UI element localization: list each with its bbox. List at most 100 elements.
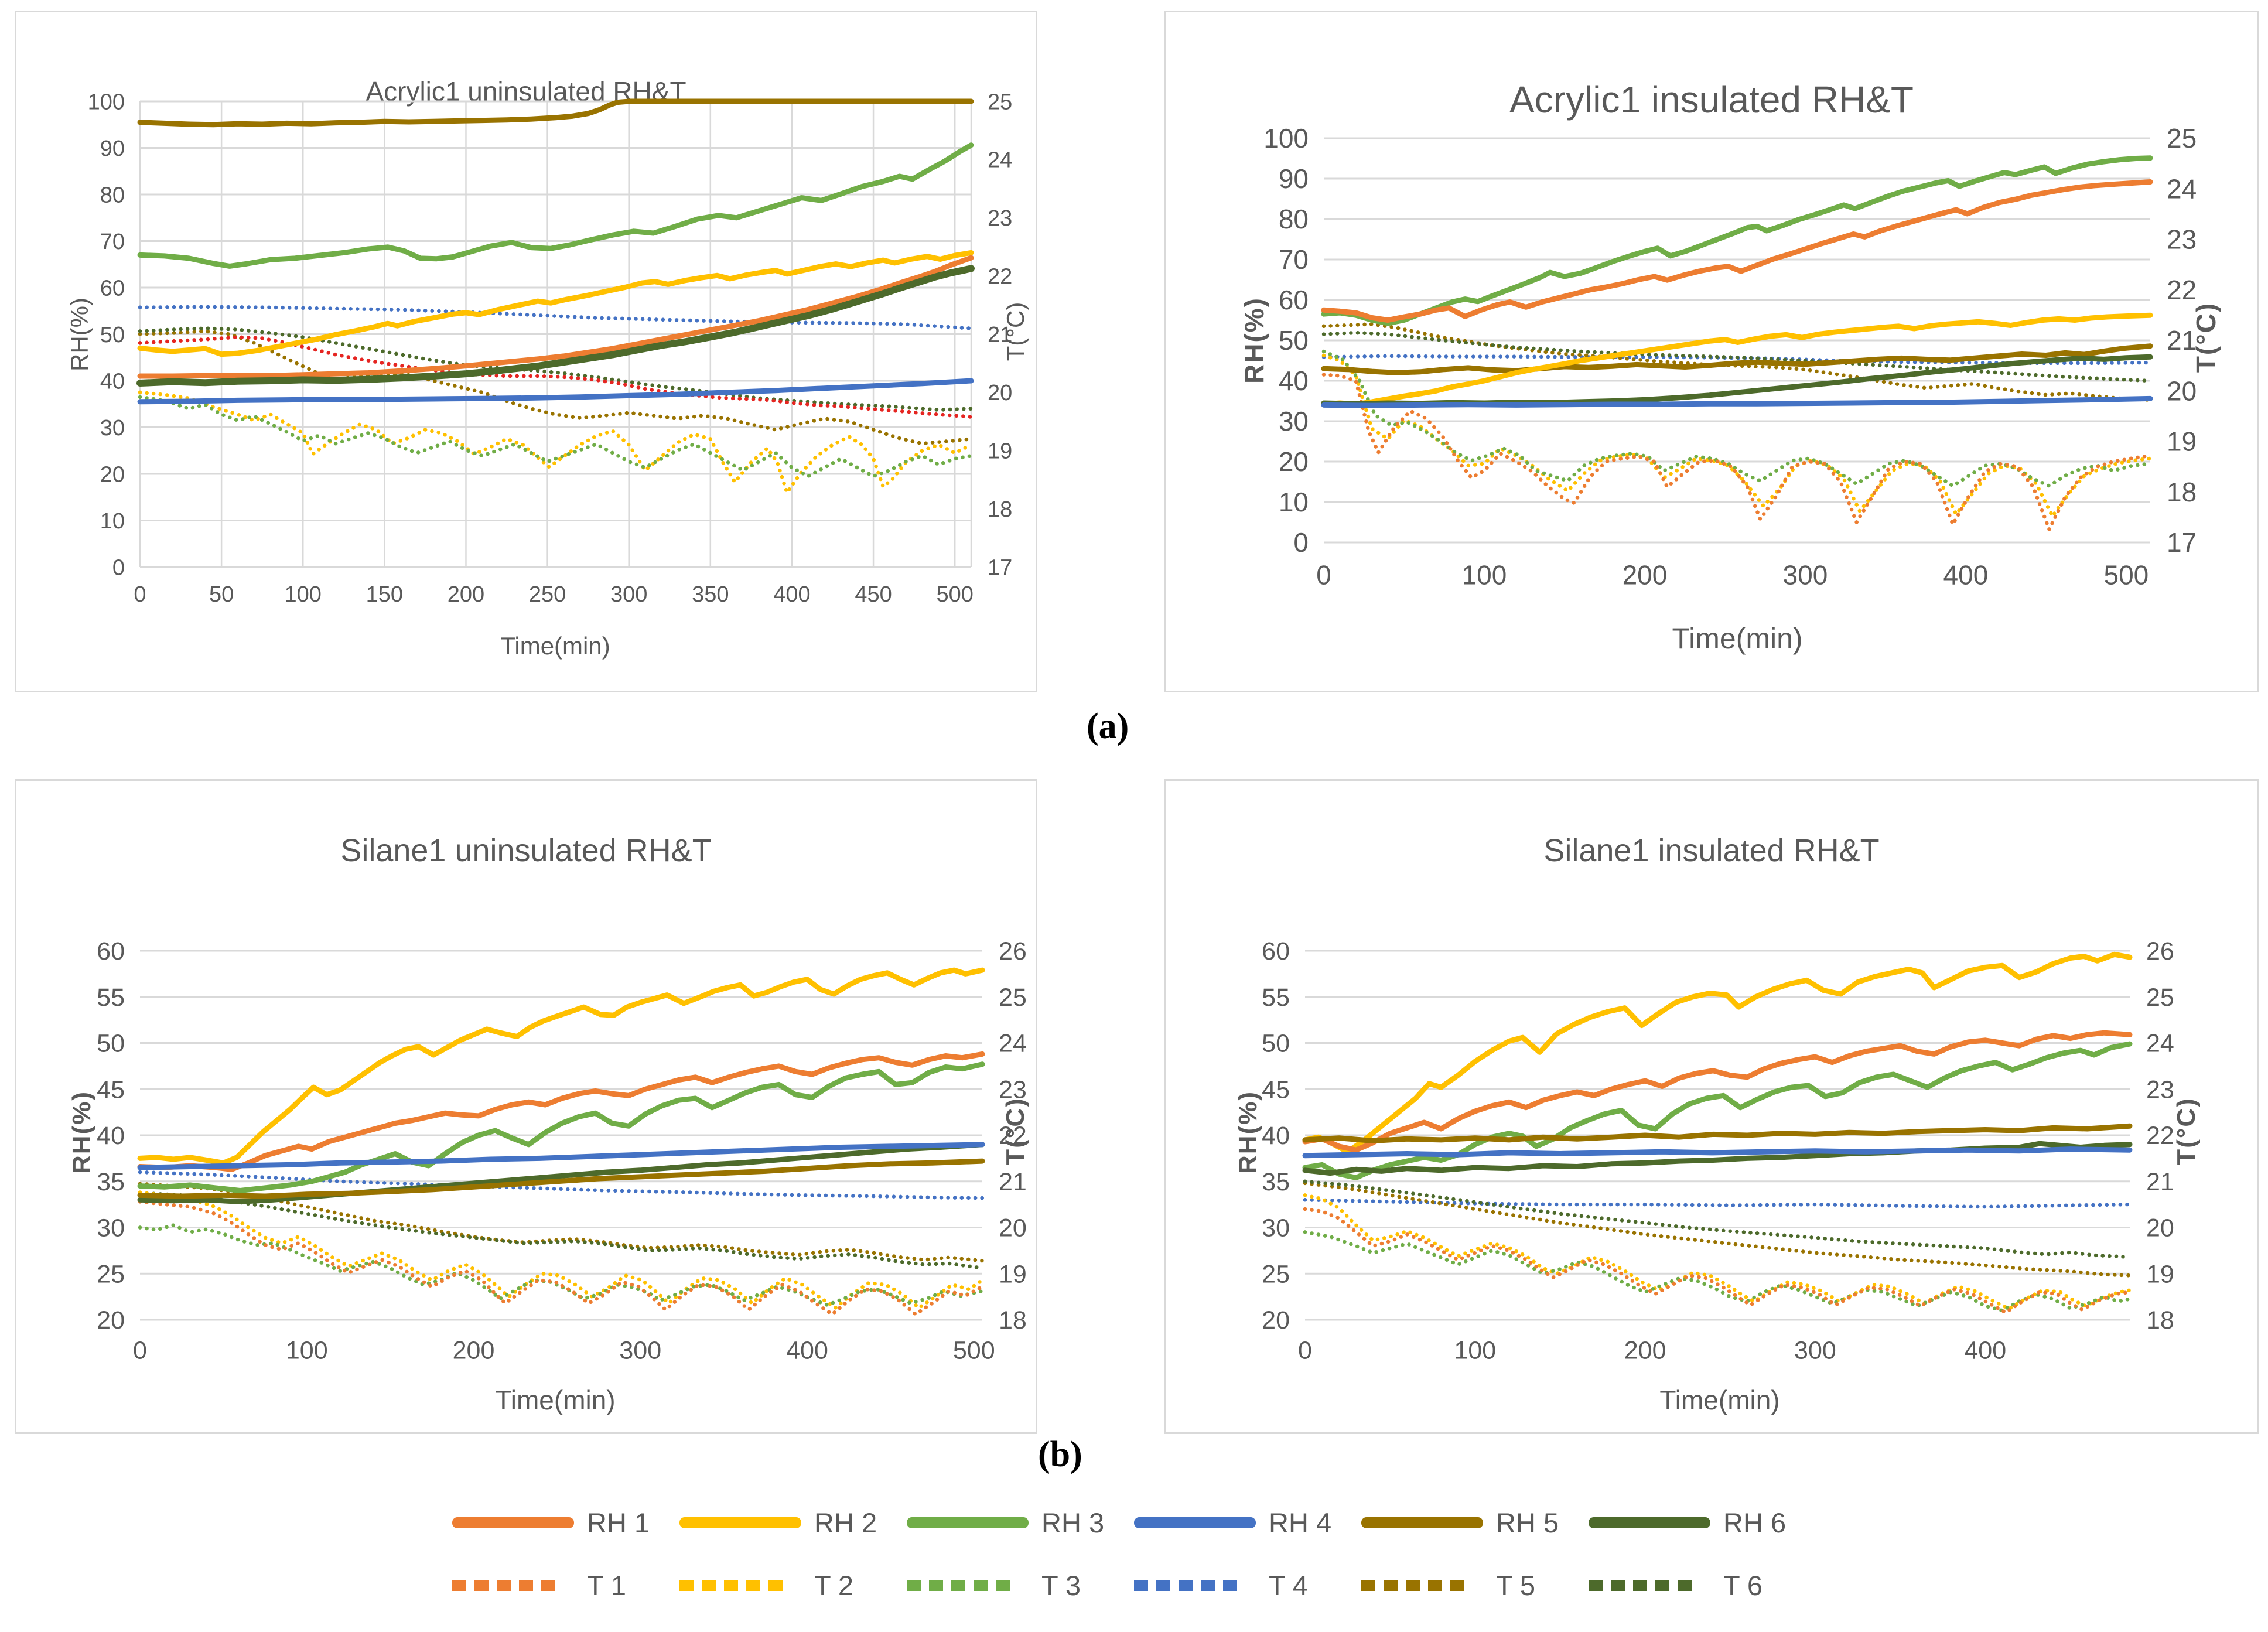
- x-axis-tick: 100: [285, 582, 322, 607]
- y-axis-tick-left: 55: [97, 984, 125, 1012]
- x-axis-tick: 100: [1462, 559, 1507, 590]
- legend-label: T 4: [1269, 1570, 1309, 1601]
- x-axis-tick: 400: [1943, 559, 1989, 590]
- series-t-2: [1321, 353, 2153, 518]
- series-rh-6: [1302, 1141, 2133, 1176]
- y-axis-tick-right: 25: [2167, 123, 2197, 153]
- x-axis-tick: 0: [1316, 559, 1331, 590]
- y-axis-tick-left: 50: [1279, 325, 1309, 356]
- y-axis-tick-left: 60: [97, 937, 125, 965]
- series-rh-4: [1321, 395, 2153, 408]
- y-axis-tick-left: 60: [1262, 937, 1290, 965]
- legend-row-rh: RH 1 RH 2 RH 3 RH 4 RH 5 RH 6: [452, 1507, 1816, 1539]
- y-axis-tick-left: 40: [1262, 1122, 1290, 1150]
- legend-label: T 5: [1496, 1570, 1536, 1601]
- x-axis-tick: 500: [936, 582, 973, 607]
- legend-item-t-4: T 4: [1134, 1569, 1361, 1602]
- series-rh-2: [137, 250, 974, 357]
- y-axis-tick-right: 18: [2146, 1306, 2174, 1334]
- y-axis-tick-right: 19: [988, 439, 1012, 464]
- y-axis-tick-left: 50: [1262, 1030, 1290, 1058]
- legend-swatch-solid-line: [1361, 1517, 1483, 1528]
- series-t-2: [1303, 1193, 2132, 1311]
- chart-canvas-acrylic1-uninsulated: 0 10 20 30 40 50 60 70 80 90 100 17 18 19 20 21 22 23 24 25…: [88, 90, 1013, 607]
- x-axis-tick: 300: [619, 1337, 661, 1365]
- y-axis-tick-left: 90: [1279, 163, 1309, 194]
- series-t-2: [138, 1190, 985, 1310]
- x-axis-label-acrylic1-insulated: Time(min): [1672, 622, 1803, 655]
- x-axis-tick: 0: [133, 1337, 147, 1365]
- x-axis-tick: 200: [453, 1337, 495, 1365]
- y-axis-tick-left: 70: [1279, 244, 1309, 275]
- y-axis-tick-left: 25: [1262, 1260, 1290, 1288]
- series-rh-4: [137, 378, 974, 405]
- figure-label-b: (b): [1038, 1435, 1082, 1474]
- y-axis-tick-right: 19: [2146, 1260, 2174, 1288]
- series-rh-4: [137, 1142, 985, 1170]
- y-axis-tick-left: 20: [1262, 1306, 1290, 1334]
- y-axis-tick-left: 0: [112, 555, 125, 580]
- legend-item-rh-4: RH 4: [1134, 1507, 1361, 1539]
- y-axis-tick-right: 21: [988, 323, 1012, 347]
- x-axis-tick: 400: [786, 1337, 828, 1365]
- series-rh-3: [137, 1061, 985, 1193]
- x-axis-label-silane1-uninsulated: Time(min): [495, 1385, 616, 1415]
- series-t-6: [1303, 1179, 2132, 1259]
- y-axis-tick-right: 23: [2146, 1076, 2174, 1104]
- legend-item-rh-6: RH 6: [1589, 1507, 1816, 1539]
- chart-title-silane1-uninsulated: Silane1 uninsulated RH&T: [340, 833, 712, 868]
- y-axis-tick-right: 24: [988, 148, 1012, 173]
- y-axis-tick-right: 25: [988, 90, 1012, 114]
- y-axis-tick-right: 21: [2167, 325, 2197, 356]
- legend-item-t-6: T 6: [1589, 1569, 1816, 1602]
- y-axis-tick-right: 20: [999, 1214, 1027, 1242]
- x-axis-tick: 100: [286, 1337, 328, 1365]
- series-rh-1: [137, 1051, 985, 1172]
- y-axis-tick-right: 23: [2167, 224, 2197, 255]
- y-axis-tick-left: 60: [1279, 285, 1309, 315]
- y-axis-tick-right: 20: [2146, 1214, 2174, 1242]
- series-rh-1: [1321, 179, 2153, 323]
- y-axis-tick-left: 30: [97, 1214, 125, 1242]
- series-t-5: [1303, 1181, 2132, 1278]
- y-axis-tick-left: 40: [1279, 366, 1309, 396]
- panel-acrylic1-insulated: Acrylic1 insulated RH&T RH(%) T(°C) Time…: [1164, 11, 2259, 692]
- legend-label: T 1: [587, 1570, 627, 1601]
- y-axis-tick-left: 60: [100, 276, 125, 301]
- legend-label: T 6: [1723, 1570, 1763, 1601]
- y-axis-tick-left: 30: [1279, 406, 1309, 436]
- x-axis-label-silane1-insulated: Time(min): [1659, 1385, 1780, 1415]
- legend-swatch-dashed-line: [452, 1580, 561, 1591]
- y-axis-tick-right: 22: [999, 1122, 1027, 1150]
- y-axis-tick-left: 20: [1279, 446, 1309, 477]
- legend-swatch-dashed-line: [679, 1580, 788, 1591]
- x-axis-tick: 400: [773, 582, 810, 607]
- panel-silane1-insulated: Silane1 insulated RH&T RH(%) T(°C) Time(…: [1164, 779, 2259, 1434]
- chart-canvas-silane1-uninsulated: 20 25 30 35 40 45 50 55 60 18 19 20 21 22 23 24 25 26 0 100…: [97, 937, 1027, 1365]
- y-axis-tick-right: 24: [999, 1030, 1027, 1058]
- series-t-3: [138, 395, 974, 479]
- legend-item-rh-3: RH 3: [907, 1507, 1134, 1539]
- series-t-2: [138, 390, 974, 495]
- legend-item-rh-1: RH 1: [452, 1507, 679, 1539]
- y-axis-tick-left: 20: [97, 1306, 125, 1334]
- legend-swatch-solid-line: [1134, 1517, 1256, 1528]
- legend-swatch-dashed-line: [1361, 1580, 1470, 1591]
- series-rh-2: [1321, 312, 2153, 407]
- series-rh-3: [137, 142, 974, 269]
- y-axis-tick-right: 20: [988, 381, 1012, 405]
- y-axis-tick-left: 35: [97, 1168, 125, 1196]
- series-t-5: [1321, 322, 2153, 402]
- y-axis-tick-left: 55: [1262, 984, 1290, 1012]
- legend-swatch-solid-line: [907, 1517, 1029, 1528]
- series-rh-5: [137, 98, 974, 128]
- y-axis-tick-left: 50: [97, 1030, 125, 1058]
- y-axis-tick-right: 20: [2167, 375, 2197, 406]
- y-axis-tick-right: 25: [2146, 984, 2174, 1012]
- series-t-6: [138, 326, 974, 412]
- series-rh-5: [137, 1158, 985, 1199]
- legend-label: RH 3: [1041, 1507, 1105, 1538]
- legend-swatch-dashed-line: [1134, 1580, 1242, 1591]
- y-axis-tick-right: 22: [988, 264, 1012, 289]
